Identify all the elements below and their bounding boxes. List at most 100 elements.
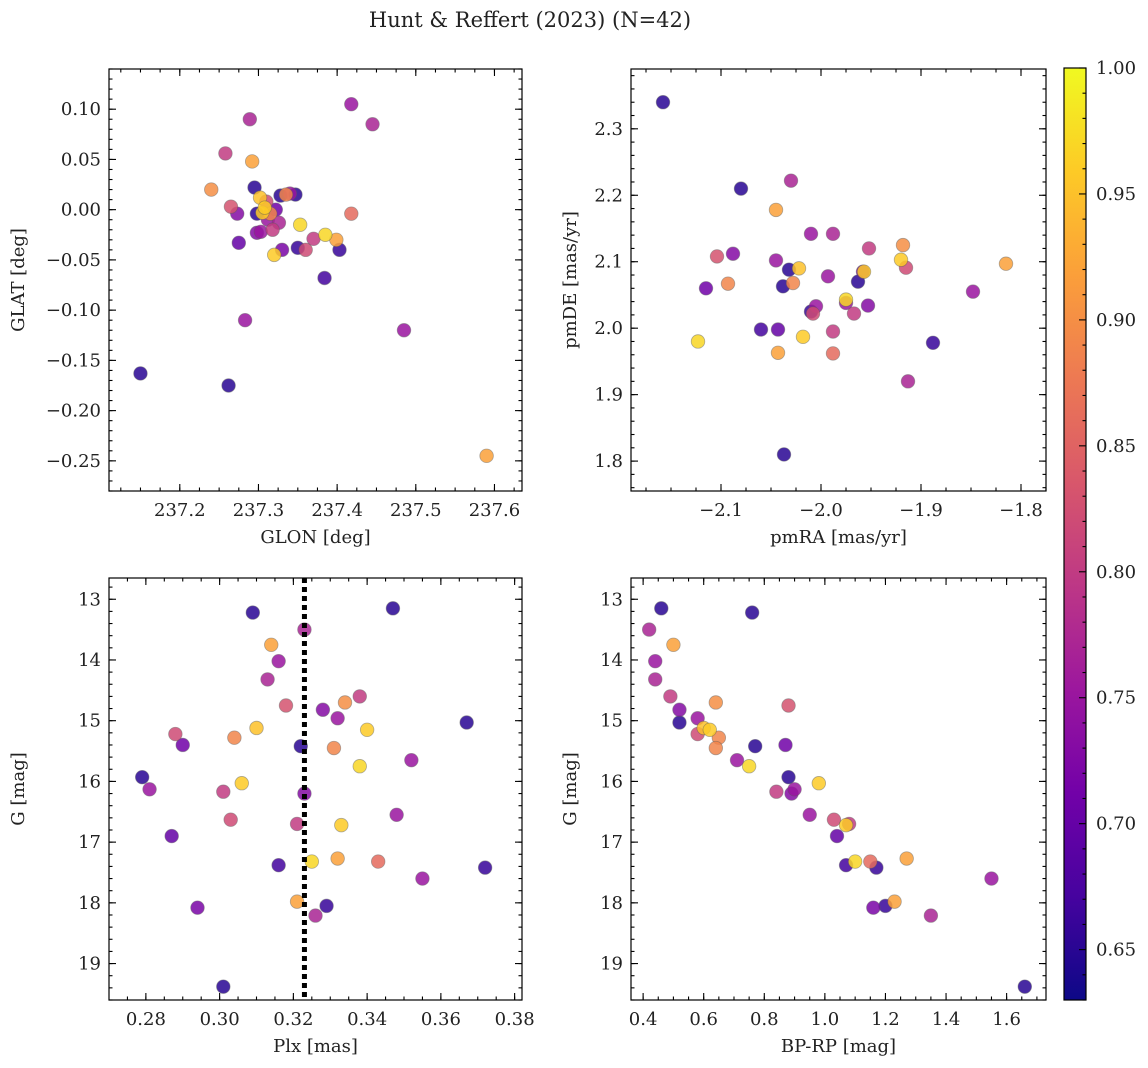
y-tick-label: −0.15 bbox=[46, 350, 101, 371]
colorbar-frame bbox=[1063, 67, 1087, 1001]
colorbar-tick-label: 1.00 bbox=[1096, 58, 1136, 79]
y-tick-label: 14 bbox=[600, 650, 623, 671]
x-tick-label: −2.1 bbox=[699, 500, 743, 521]
star-point bbox=[278, 698, 294, 713]
star-point bbox=[244, 154, 260, 169]
star-point bbox=[698, 281, 714, 296]
scatter-points bbox=[655, 95, 1014, 462]
star-point bbox=[998, 256, 1014, 271]
x-axis-label: BP-RP [mag] bbox=[781, 1036, 896, 1057]
star-point bbox=[838, 817, 854, 833]
y-tick-label: 17 bbox=[78, 832, 101, 853]
star-point bbox=[242, 112, 258, 127]
panel-plx-g: 0.28 0.30 0.32 0.34 0.36 0.38 13 14 15 16 17 18 19 Pl… bbox=[8, 577, 535, 1057]
star-point bbox=[459, 715, 474, 730]
star-point bbox=[805, 306, 821, 321]
star-point bbox=[768, 202, 784, 218]
star-point bbox=[690, 334, 706, 349]
star-point bbox=[900, 374, 916, 389]
star-point bbox=[838, 292, 854, 307]
scatter-points bbox=[134, 578, 493, 1000]
star-point bbox=[725, 246, 741, 261]
x-tick-label: 1.4 bbox=[932, 1009, 961, 1030]
y-tick-label: 13 bbox=[78, 589, 101, 610]
star-point bbox=[769, 784, 784, 799]
star-point bbox=[708, 695, 724, 710]
star-point bbox=[326, 740, 342, 756]
star-point bbox=[825, 324, 841, 339]
star-point bbox=[720, 276, 736, 291]
y-tick-label: 0.10 bbox=[61, 99, 101, 120]
x-tick-label: 0.38 bbox=[495, 1009, 535, 1030]
star-point bbox=[319, 898, 334, 914]
star-point bbox=[648, 672, 663, 687]
y-tick-label: 2.2 bbox=[594, 185, 623, 206]
star-point bbox=[785, 275, 801, 291]
star-point bbox=[304, 854, 320, 869]
y-tick-label: 15 bbox=[78, 711, 101, 732]
x-axis-label: Plx [mas] bbox=[273, 1036, 358, 1057]
star-point bbox=[175, 737, 190, 753]
x-tick-label: 0.8 bbox=[750, 1009, 779, 1030]
x-tick-label: 237.4 bbox=[311, 500, 363, 521]
star-point bbox=[298, 242, 313, 258]
star-point bbox=[190, 900, 205, 915]
star-point bbox=[249, 720, 264, 736]
star-point bbox=[803, 226, 819, 242]
star-point bbox=[260, 672, 275, 687]
star-point bbox=[708, 740, 724, 756]
x-tick-label: 237.6 bbox=[469, 500, 521, 521]
y-tick-label: 16 bbox=[600, 771, 623, 792]
y-tick-label: 0.05 bbox=[61, 149, 101, 170]
star-point bbox=[264, 637, 279, 652]
star-point bbox=[237, 312, 253, 328]
star-point bbox=[829, 828, 845, 844]
star-point bbox=[861, 241, 877, 256]
star-point bbox=[334, 817, 349, 833]
x-tick-label: 1.0 bbox=[811, 1009, 840, 1030]
star-point bbox=[702, 722, 717, 737]
star-point bbox=[257, 200, 272, 215]
star-point bbox=[133, 366, 148, 381]
star-point bbox=[783, 173, 799, 188]
star-point bbox=[216, 979, 231, 994]
star-point bbox=[729, 752, 745, 768]
star-point bbox=[895, 237, 911, 253]
star-point bbox=[641, 622, 657, 637]
y-axis-label: G [mag] bbox=[560, 752, 581, 825]
star-point bbox=[278, 187, 294, 202]
star-point bbox=[825, 346, 841, 361]
star-point bbox=[289, 894, 305, 909]
star-point bbox=[856, 264, 872, 279]
star-point bbox=[317, 270, 332, 286]
x-tick-label: −1.8 bbox=[999, 500, 1043, 521]
colorbar-tick-label: 0.75 bbox=[1096, 688, 1136, 709]
x-tick-label: 0.32 bbox=[273, 1009, 313, 1030]
star-point bbox=[672, 715, 687, 730]
star-point bbox=[802, 807, 817, 823]
star-point bbox=[887, 894, 902, 909]
y-axis-label: G [mag] bbox=[8, 752, 29, 825]
star-point bbox=[747, 738, 763, 754]
star-point bbox=[265, 222, 280, 237]
axes-frame bbox=[108, 577, 523, 1001]
star-point bbox=[404, 752, 419, 768]
y-axis-label: pmDE [mas/yr] bbox=[560, 211, 581, 349]
star-point bbox=[415, 871, 430, 886]
star-point bbox=[826, 812, 842, 827]
y-tick-label: −0.05 bbox=[46, 250, 101, 271]
panel-bprp-g: 0.4 0.6 0.8 1.0 1.2 1.4 1.6 13 14 15 16 17 18 19 BP-RP… bbox=[560, 577, 1047, 1057]
star-point bbox=[271, 653, 286, 669]
axes-frame bbox=[630, 577, 1047, 1001]
x-tick-label: 1.2 bbox=[871, 1009, 900, 1030]
star-point bbox=[781, 698, 796, 713]
colorbar: 0.65 0.70 0.75 0.80 0.85 0.90 0.95 1.00 bbox=[1063, 58, 1136, 1001]
star-point bbox=[863, 854, 878, 869]
star-point bbox=[352, 759, 367, 774]
star-point bbox=[825, 226, 841, 242]
y-tick-label: 15 bbox=[600, 711, 623, 732]
star-point bbox=[365, 117, 380, 132]
star-point bbox=[741, 759, 757, 774]
x-tick-label: 0.4 bbox=[629, 1009, 658, 1030]
